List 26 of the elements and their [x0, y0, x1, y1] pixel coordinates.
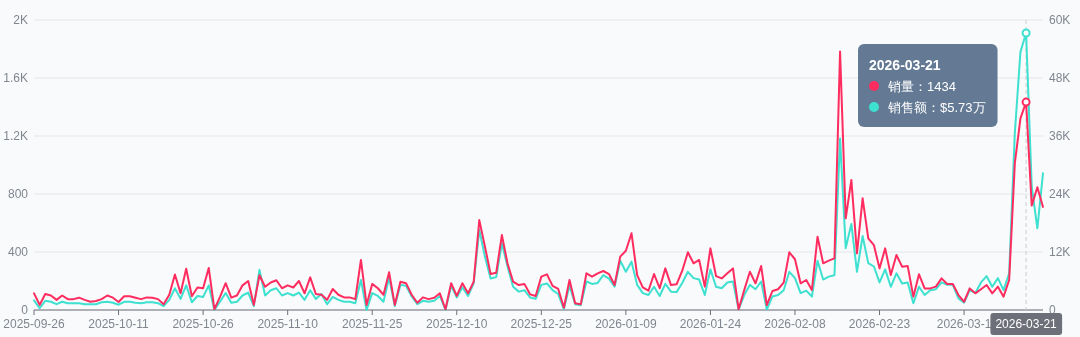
- ref-line-label: 2026-03-21: [995, 317, 1058, 331]
- y-tick-label: 400: [7, 245, 29, 259]
- y-tick-label: 2K: [13, 13, 28, 27]
- x-tick-label: 2025-11-25: [341, 317, 403, 331]
- annotation: 销量：1434: [887, 79, 956, 94]
- y-tick-label: 0: [21, 303, 29, 317]
- y2-tick-label: 60K: [1049, 13, 1071, 27]
- x-tick-label: 2025-10-26: [172, 317, 235, 331]
- x-tick-label: 2026-01-24: [679, 317, 742, 331]
- y-tick-label: 800: [7, 187, 29, 201]
- y2-tick-label: 36K: [1049, 129, 1071, 143]
- x-tick-label: 2025-12-25: [510, 317, 573, 331]
- x-tick-label: 2026-02-23: [848, 317, 911, 331]
- x-tick-label: 2025-12-10: [426, 317, 488, 331]
- x-tick-label: 2025-10-11: [88, 317, 150, 331]
- x-tick-label: 2026-01-09: [595, 317, 657, 331]
- annotation: 2026-03-21: [869, 57, 941, 73]
- y2-tick-label: 48K: [1049, 71, 1071, 85]
- y-tick-label: 1.6K: [3, 71, 28, 85]
- annotation: 销售额：$5.73万: [887, 100, 986, 115]
- x-tick-label: 2025-09-26: [3, 317, 66, 331]
- y2-tick-label: 24K: [1049, 187, 1071, 201]
- x-tick-label: 2025-11-10: [257, 317, 319, 331]
- y-tick-label: 1.2K: [3, 129, 28, 143]
- y2-tick-label: 12K: [1049, 245, 1071, 259]
- x-tick-label: 2026-02-08: [764, 317, 826, 331]
